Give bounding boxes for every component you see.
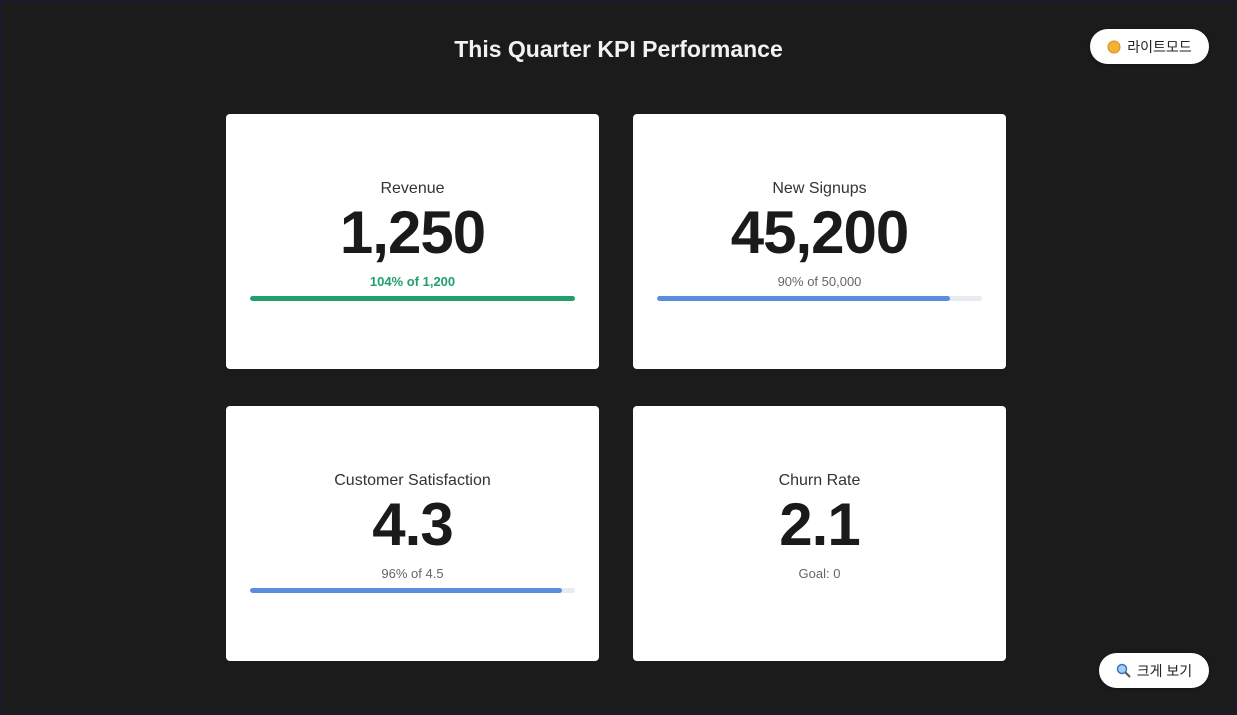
kpi-label: Customer Satisfaction (334, 472, 491, 489)
theme-label: 라이트모드 (1127, 38, 1192, 55)
kpi-card: New Signups 45,200 90% of 50,000 (633, 114, 1006, 369)
page-title: This Quarter KPI Performance (454, 36, 783, 62)
magnifier-icon (1116, 663, 1131, 678)
kpi-label: Churn Rate (778, 472, 861, 489)
zoom-button[interactable]: 크게 보기 (1099, 653, 1209, 688)
kpi-value: 4.3 (372, 491, 453, 558)
progress-track (250, 296, 575, 301)
kpi-value: 1,250 (339, 199, 486, 266)
kpi-label: New Signups (772, 180, 867, 197)
theme-toggle[interactable]: 라이트모드 (1090, 29, 1209, 64)
progress-track (657, 296, 982, 301)
kpi-value: 45,200 (730, 199, 910, 266)
kpi-detail: 96% of 4.5 (381, 566, 444, 581)
kpi-label: Revenue (380, 180, 445, 197)
kpi-detail: Goal: 0 (798, 566, 841, 581)
kpi-detail: 90% of 50,000 (777, 274, 862, 289)
kpi-value: 2.1 (779, 491, 860, 558)
zoom-label: 크게 보기 (1136, 662, 1193, 679)
progress-fill (250, 588, 562, 593)
kpi-card: Revenue 1,250 104% of 1,200 (226, 114, 599, 369)
progress-fill (250, 296, 575, 301)
progress-fill (657, 296, 950, 301)
kpi-card: Churn Rate 2.1 Goal: 0 (633, 406, 1006, 661)
kpi-detail: 104% of 1,200 (369, 274, 456, 289)
sun-icon (1107, 40, 1121, 53)
progress-track (250, 588, 575, 593)
kpi-card: Customer Satisfaction 4.3 96% of 4.5 (226, 406, 599, 661)
